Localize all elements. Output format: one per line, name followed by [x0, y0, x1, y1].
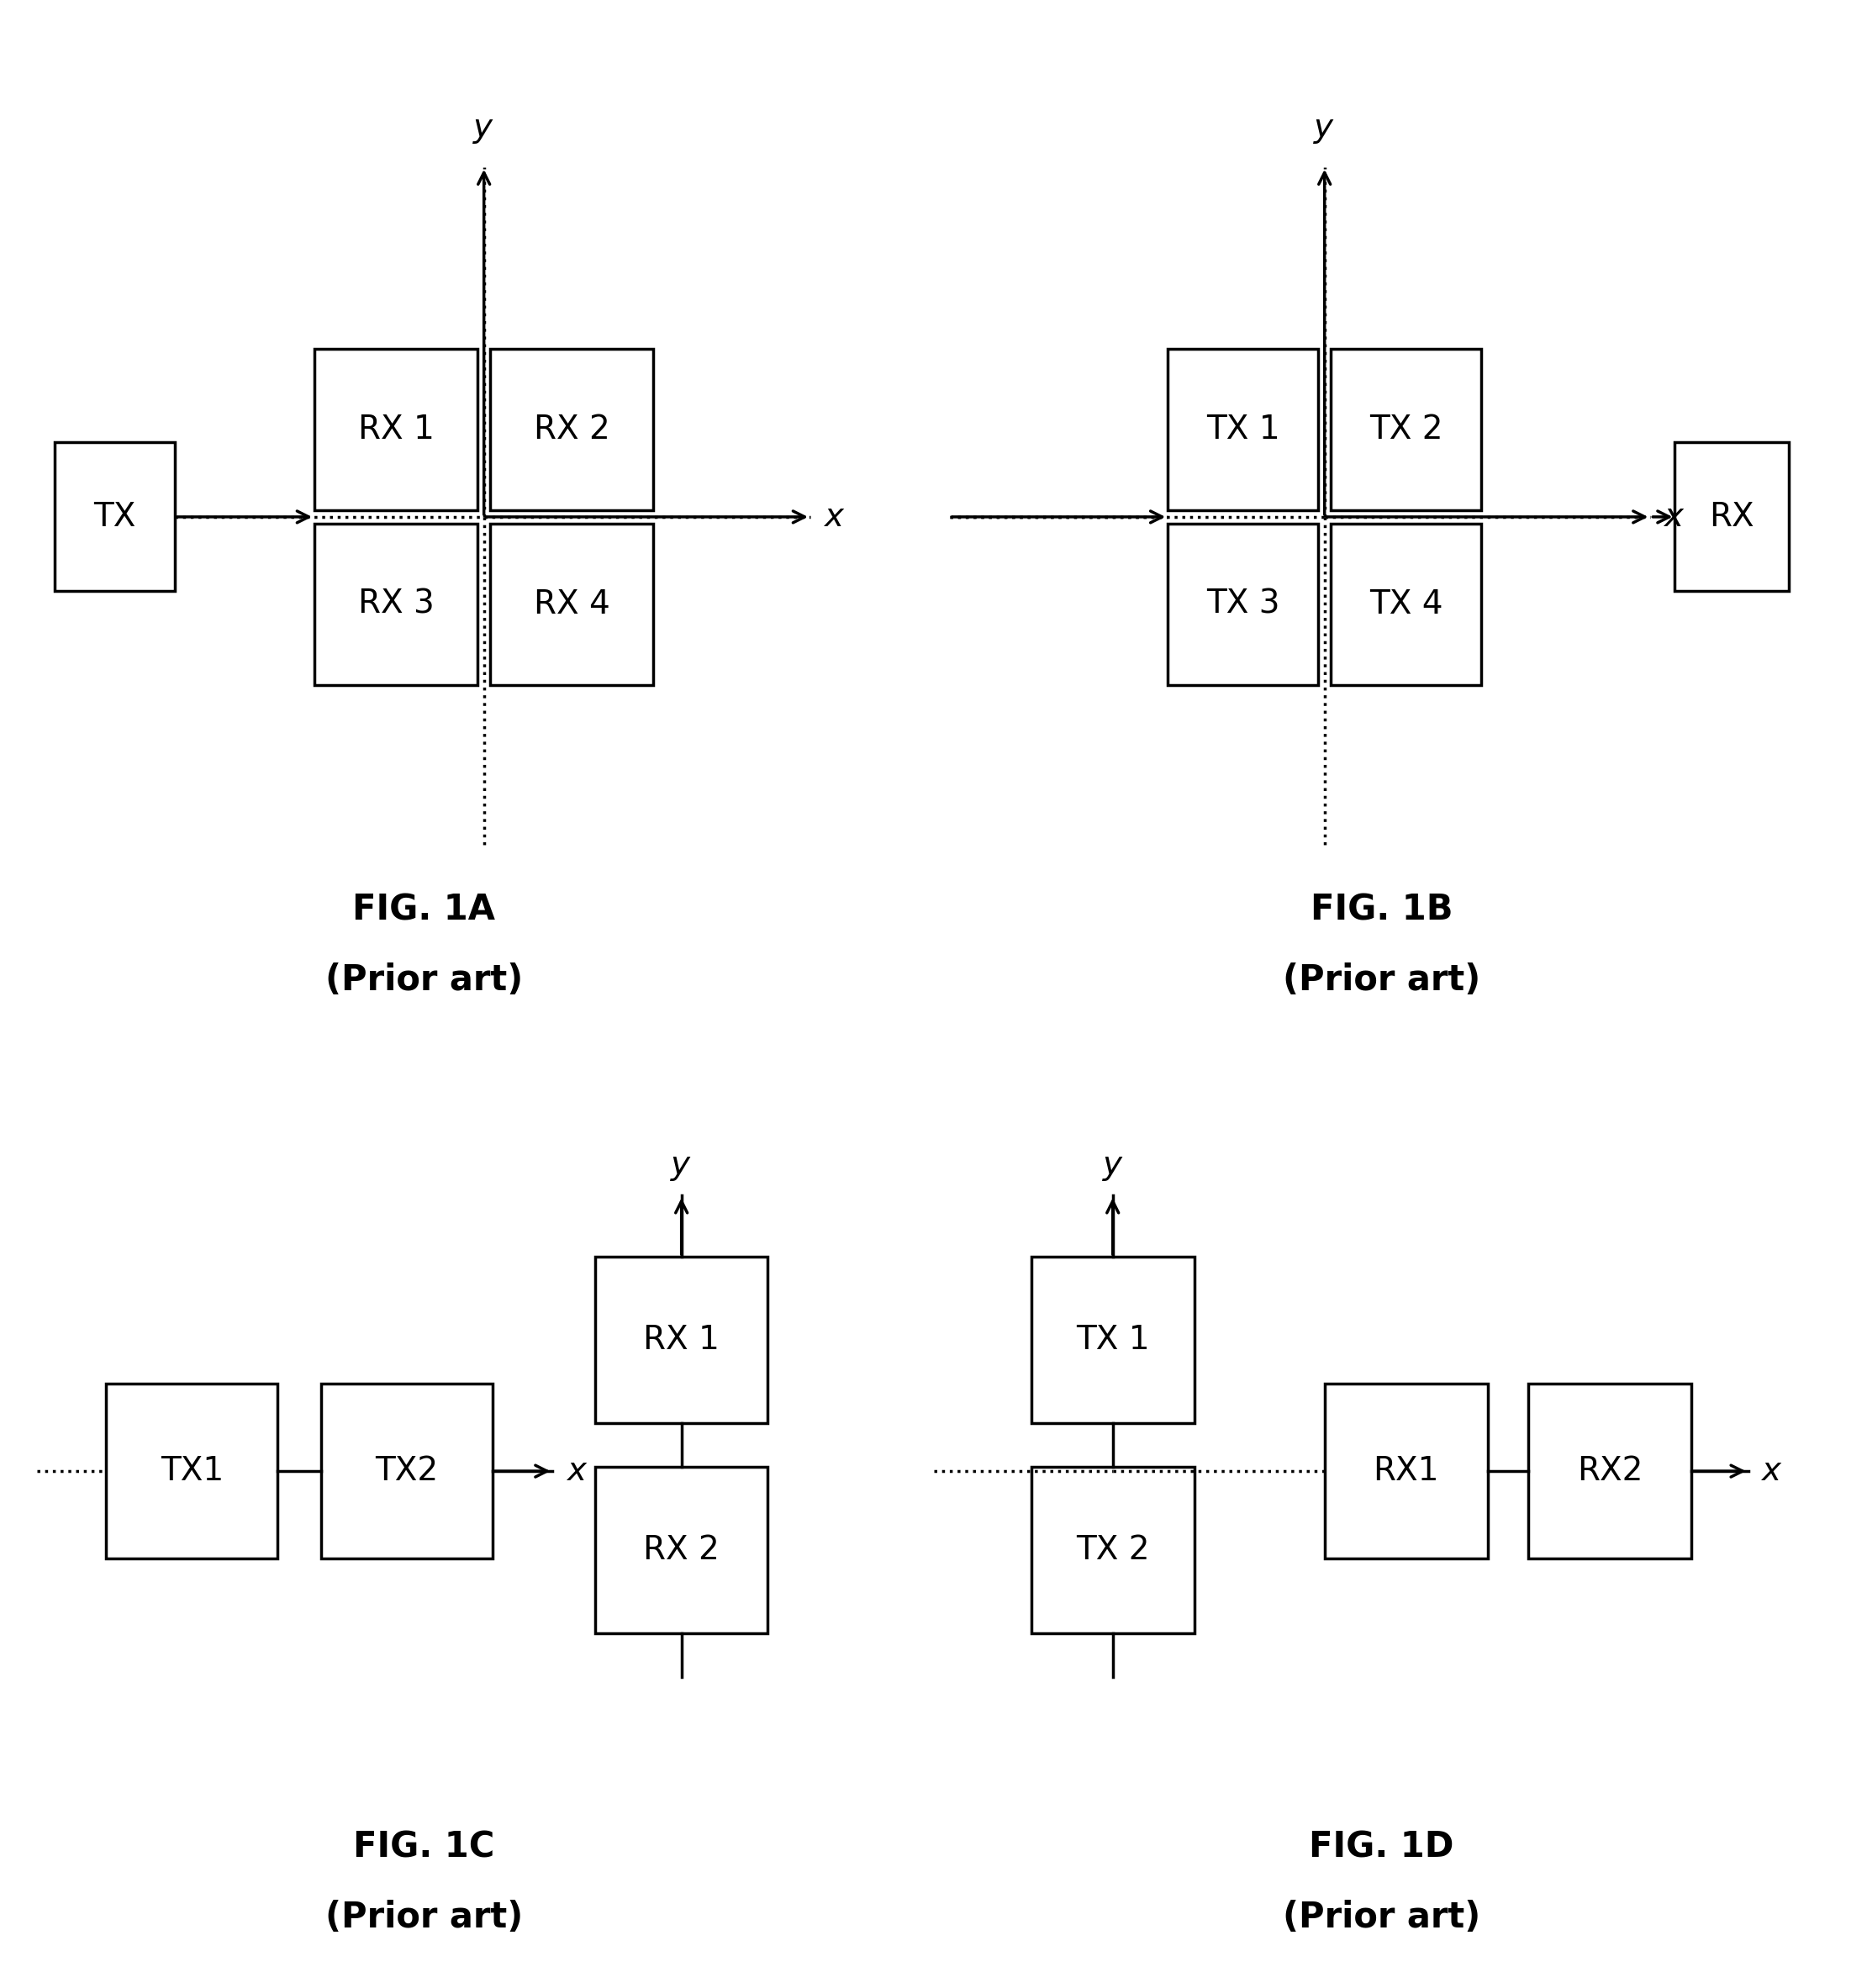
Text: $x$: $x$	[1761, 1455, 1783, 1487]
Text: RX 4: RX 4	[534, 588, 611, 620]
Text: TX 1: TX 1	[1075, 1324, 1150, 1356]
Bar	[596, 1467, 767, 1632]
Text: TX 4: TX 4	[1369, 588, 1443, 620]
Bar	[1675, 443, 1789, 590]
Text: TX 1: TX 1	[1206, 414, 1281, 445]
Text: $y$: $y$	[472, 113, 495, 145]
Text: $x$: $x$	[566, 1455, 588, 1487]
Bar	[1031, 1256, 1195, 1423]
Text: TX 2: TX 2	[1369, 414, 1443, 445]
Text: TX: TX	[93, 501, 136, 533]
Bar	[1529, 1384, 1692, 1559]
Text: (Prior art): (Prior art)	[325, 1899, 523, 1934]
Text: (Prior art): (Prior art)	[325, 962, 523, 998]
Bar	[491, 523, 653, 686]
Bar	[1167, 523, 1318, 686]
Text: FIG. 1D: FIG. 1D	[1309, 1829, 1454, 1865]
Text: RX 2: RX 2	[644, 1535, 719, 1567]
Text: TX 3: TX 3	[1206, 588, 1281, 620]
Text: FIG. 1C: FIG. 1C	[353, 1829, 495, 1865]
Text: TX1: TX1	[161, 1455, 224, 1487]
Text: $y$: $y$	[1314, 113, 1335, 145]
Bar	[106, 1384, 278, 1559]
Text: $x$: $x$	[1663, 501, 1684, 533]
Bar	[314, 348, 478, 511]
Bar	[314, 523, 478, 686]
Bar	[1331, 523, 1481, 686]
Text: TX2: TX2	[375, 1455, 439, 1487]
Bar	[1031, 1467, 1195, 1632]
Text: $x$: $x$	[823, 501, 846, 533]
Text: RX 1: RX 1	[644, 1324, 719, 1356]
Text: RX1: RX1	[1372, 1455, 1439, 1487]
Text: FIG. 1A: FIG. 1A	[353, 893, 495, 928]
Text: RX2: RX2	[1578, 1455, 1643, 1487]
Text: RX 3: RX 3	[358, 588, 433, 620]
Bar	[1167, 348, 1318, 511]
Text: FIG. 1B: FIG. 1B	[1311, 893, 1453, 928]
Bar	[596, 1256, 767, 1423]
Bar	[1324, 1384, 1488, 1559]
Text: RX 2: RX 2	[534, 414, 611, 445]
Text: (Prior art): (Prior art)	[1283, 962, 1481, 998]
Bar	[321, 1384, 493, 1559]
Text: (Prior art): (Prior art)	[1283, 1899, 1481, 1934]
Text: TX 2: TX 2	[1075, 1535, 1150, 1567]
Bar	[491, 348, 653, 511]
Text: $y$: $y$	[670, 1151, 693, 1183]
Bar	[1331, 348, 1481, 511]
Bar	[54, 443, 175, 590]
Text: RX 1: RX 1	[358, 414, 435, 445]
Text: $y$: $y$	[1102, 1151, 1124, 1183]
Text: RX: RX	[1710, 501, 1755, 533]
